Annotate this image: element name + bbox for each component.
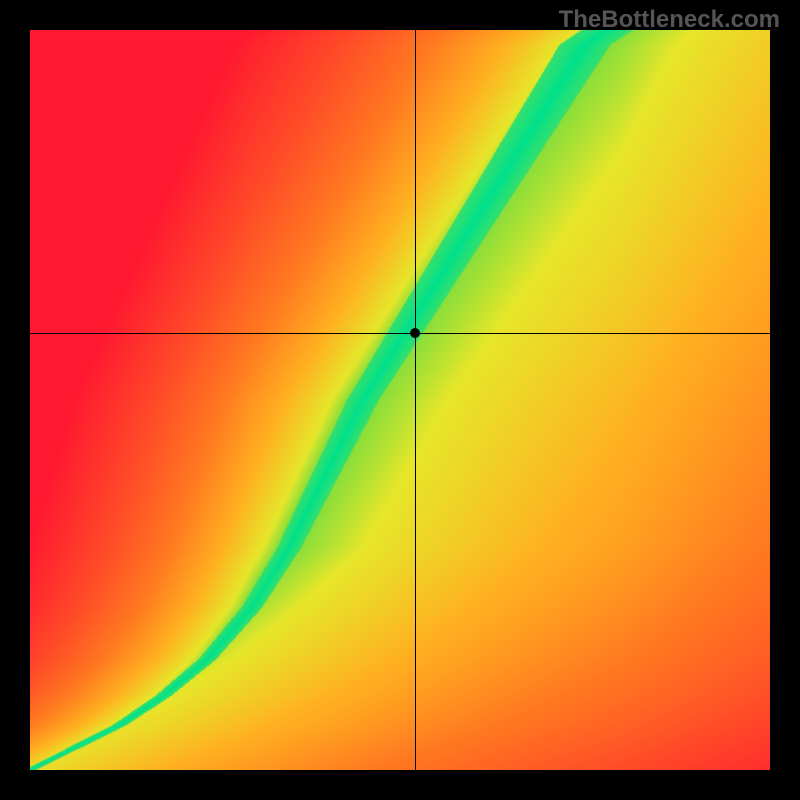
plot-area: [30, 30, 770, 770]
crosshair-vertical: [415, 30, 416, 770]
heatmap-canvas: [30, 30, 770, 770]
crosshair-dot: [410, 328, 420, 338]
crosshair-horizontal: [30, 333, 770, 334]
chart-container: TheBottleneck.com: [0, 0, 800, 800]
watermark-text: TheBottleneck.com: [559, 6, 780, 34]
